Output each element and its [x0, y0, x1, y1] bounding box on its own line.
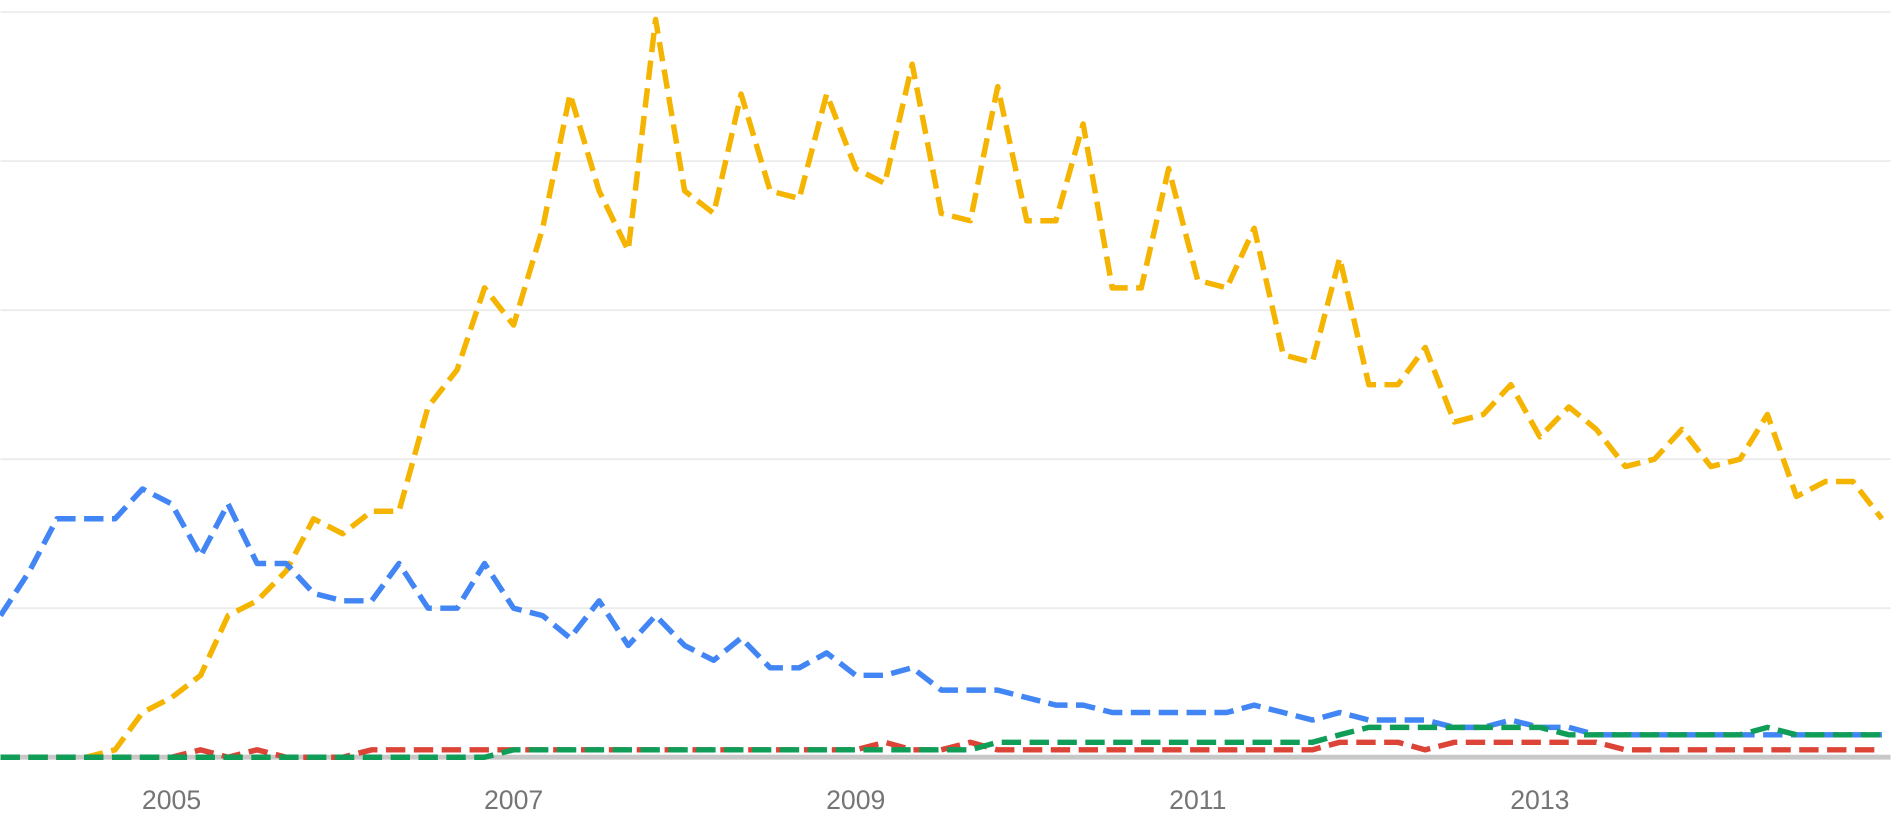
x-tick-label: 2009 — [826, 785, 885, 815]
x-tick-label: 2005 — [142, 785, 201, 815]
x-tick-label: 2007 — [484, 785, 543, 815]
line-series — [0, 16, 1885, 760]
line-series — [0, 486, 1882, 738]
line-series — [0, 724, 1882, 760]
x-tick-label: 2013 — [1510, 785, 1569, 815]
x-tick-label: 2011 — [1169, 785, 1226, 815]
